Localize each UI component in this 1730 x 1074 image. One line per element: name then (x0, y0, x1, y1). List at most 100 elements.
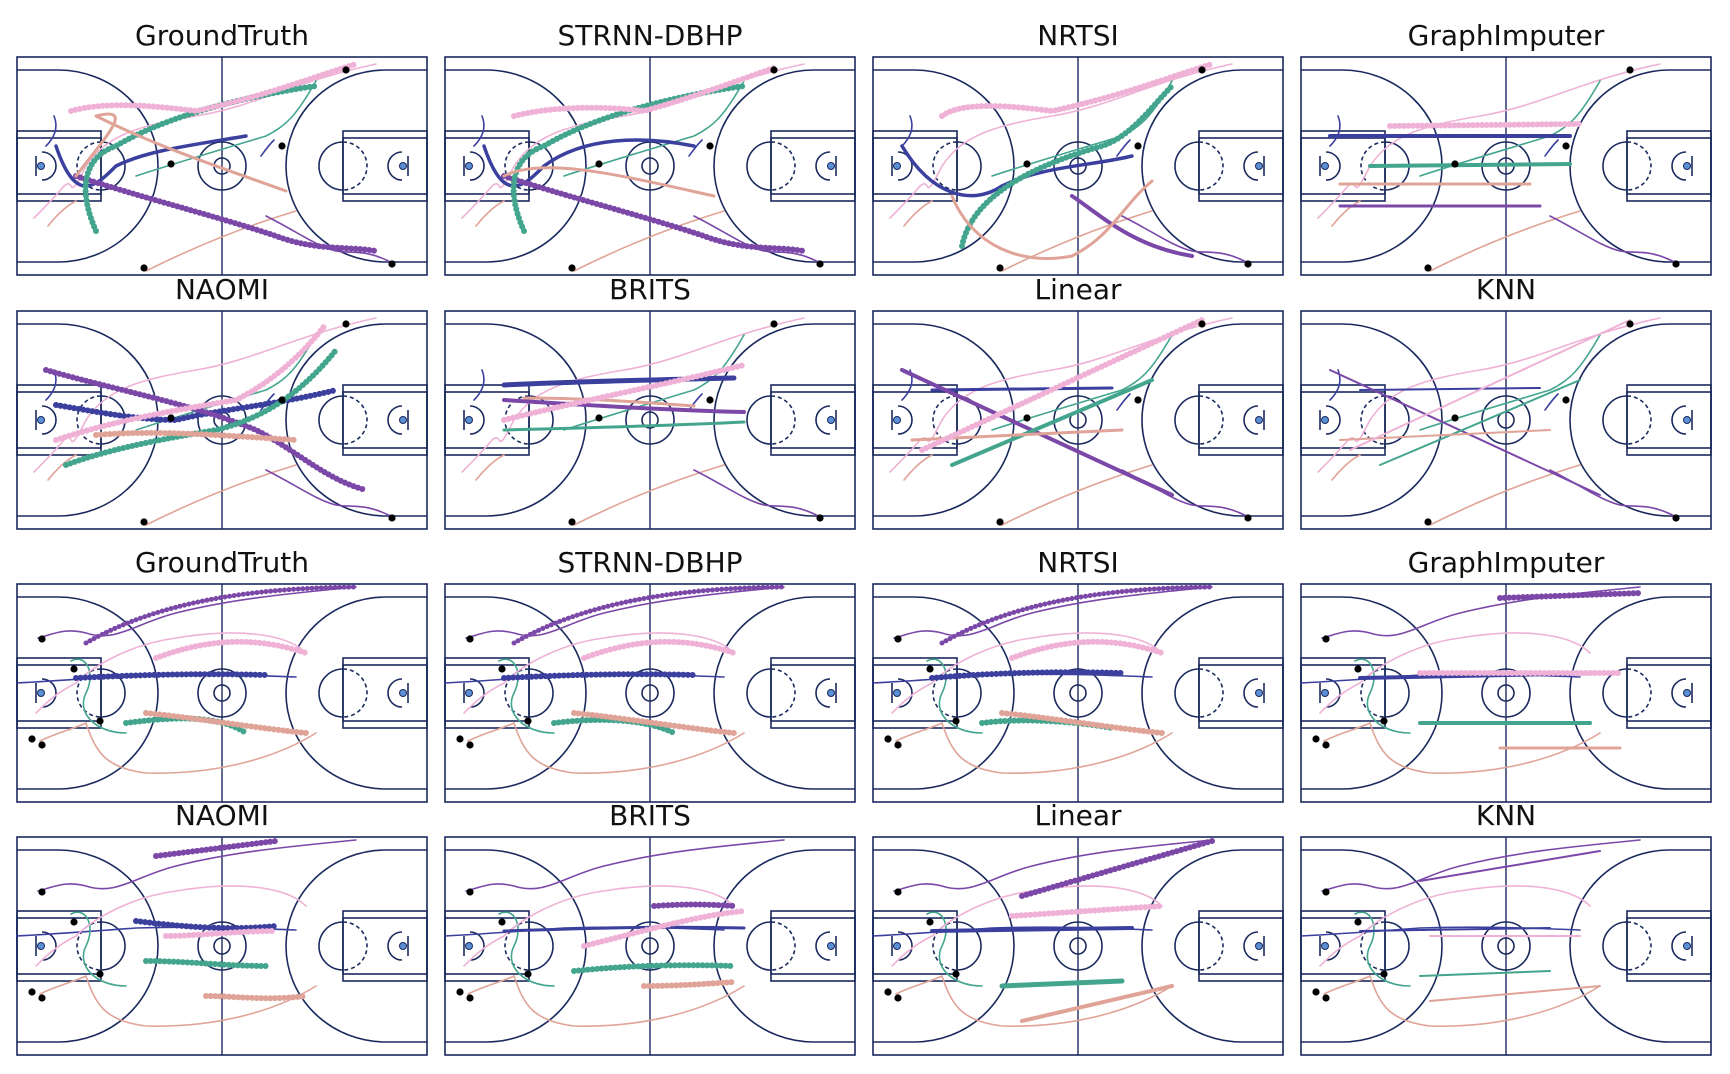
teal-observed-trajectory (991, 80, 1173, 177)
navy-imputed-trajectory (54, 134, 248, 188)
player-position (926, 665, 934, 673)
paint-key (1626, 384, 1712, 456)
purple-imputed-trajectory (511, 584, 787, 646)
player-position (1451, 160, 1459, 168)
pink-observed-trajectory (461, 317, 805, 473)
free-throw-circle-dashed (342, 668, 368, 718)
three-point-arc (285, 849, 387, 1043)
restricted-area (469, 931, 485, 961)
center-circle (1053, 921, 1103, 971)
player-position (1023, 414, 1031, 422)
teal-observed-trajectory (70, 658, 127, 734)
player-position (466, 635, 474, 643)
player-position (524, 970, 532, 978)
player-position (1312, 988, 1320, 996)
purple-imputed-trajectory (501, 173, 807, 254)
player-position (926, 918, 934, 926)
salmon-imputed-trajectory (999, 710, 1165, 736)
salmon-observed-trajectory (39, 722, 317, 774)
paint-key (770, 130, 856, 202)
player-position (1322, 741, 1330, 749)
player-position (1312, 735, 1320, 743)
free-throw-circle (318, 921, 344, 971)
player-position (1322, 888, 1330, 896)
free-throw-circle-dashed (1360, 141, 1386, 191)
pink-imputed-trajectory (1009, 903, 1165, 919)
pink-observed-trajectory (1317, 63, 1661, 219)
free-throw-circle-dashed (770, 141, 796, 191)
paint-key-inner (444, 137, 530, 195)
player-position (1198, 320, 1206, 328)
restricted-area (1671, 405, 1687, 435)
paint-key-inner (770, 664, 856, 722)
player-position (466, 741, 474, 749)
three-point-arc (1569, 596, 1671, 790)
teal-imputed-trajectory (1368, 162, 1572, 168)
player-position (28, 988, 36, 996)
pink-observed-trajectory (463, 632, 735, 714)
paint-key-inner (342, 391, 428, 449)
restricted-area (469, 678, 485, 708)
purple-observed-trajectory (265, 215, 395, 265)
paint-key-inner (1198, 917, 1284, 975)
player-position (278, 142, 286, 150)
pink-imputed-trajectory (919, 317, 1205, 453)
purple-observed-trajectory (265, 469, 395, 519)
player-position (894, 741, 902, 749)
teal-imputed-trajectory (502, 420, 746, 432)
three-point-arc (913, 69, 1015, 263)
teal-observed-trajectory (135, 80, 317, 177)
free-throw-circle (318, 668, 344, 718)
navy-observed-trajectory (1329, 115, 1559, 157)
center-circle-inner (641, 411, 659, 429)
purple-observed-trajectory (693, 215, 823, 265)
player-position (140, 264, 148, 272)
teal-imputed-trajectory (571, 962, 737, 974)
salmon-imputed-trajectory (522, 396, 696, 408)
navy-imputed-trajectory (1359, 387, 1541, 391)
teal-imputed-trajectory (1379, 379, 1581, 466)
salmon-observed-trajectory (903, 200, 1153, 272)
salmon-observed-trajectory (1323, 722, 1601, 774)
purple-observed-trajectory (1549, 469, 1679, 519)
navy-imputed-trajectory (73, 671, 269, 681)
panel-title: NRTSI (1037, 546, 1119, 579)
player-position (456, 735, 464, 743)
salmon-observed-trajectory (895, 722, 1173, 774)
restricted-area (1671, 151, 1687, 181)
paint-key (770, 657, 856, 729)
rim (399, 416, 407, 424)
player-position (28, 735, 36, 743)
paint-key-inner (872, 137, 958, 195)
center-circle-inner (641, 157, 659, 175)
three-point-arc (1341, 849, 1443, 1043)
panel-title: GroundTruth (135, 19, 309, 52)
player-position (1672, 260, 1680, 268)
free-throw-circle-dashed (76, 921, 102, 971)
free-throw-circle (956, 668, 982, 718)
panel-title: GraphImputer (1407, 546, 1605, 579)
center-circle-inner (641, 684, 659, 702)
player-position (70, 665, 78, 673)
free-throw-circle-dashed (932, 141, 958, 191)
panel-title: KNN (1475, 273, 1537, 306)
rim (37, 162, 45, 170)
rim (1255, 942, 1263, 950)
basketball-court (1300, 56, 1712, 276)
basketball-court (872, 583, 1284, 803)
basketball-court (872, 310, 1284, 530)
player-position (342, 66, 350, 74)
pink-imputed-trajectory (68, 61, 359, 114)
player-position (770, 320, 778, 328)
paint-key-inner (1300, 917, 1386, 975)
center-circle (1481, 668, 1531, 718)
panel-title: Linear (1034, 273, 1122, 306)
purple-observed-trajectory (37, 586, 357, 639)
rim (1683, 162, 1691, 170)
panel-title: GraphImputer (1407, 19, 1605, 52)
center-circle-inner (213, 937, 231, 955)
teal-observed-trajectory (498, 911, 555, 987)
salmon-imputed-trajectory (1339, 429, 1551, 441)
player-position (568, 264, 576, 272)
salmon-imputed-trajectory (502, 166, 716, 198)
